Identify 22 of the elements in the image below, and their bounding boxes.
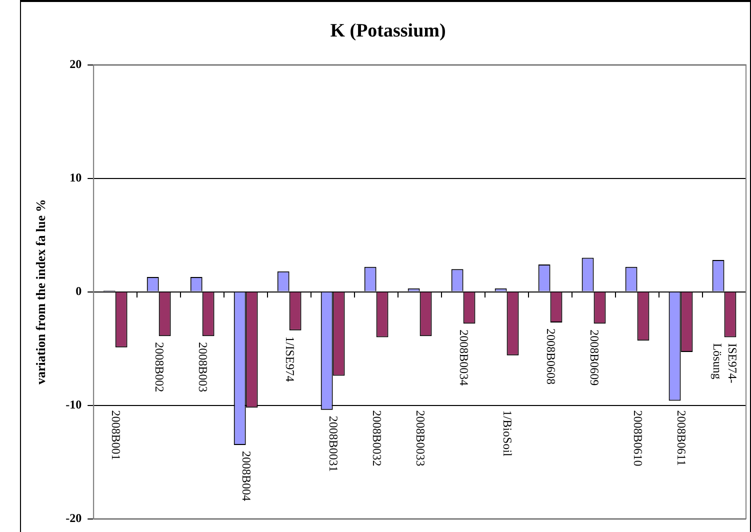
x-tick-label: 2008B0609 xyxy=(588,330,602,386)
x-tick-label: 2008B003 xyxy=(196,342,210,392)
x-tick-label: 2008B001 xyxy=(109,410,124,460)
y-tick-label: -10 xyxy=(66,397,82,412)
x-tick-label: 2008B002 xyxy=(152,342,167,392)
y-axis-title: variation from the index fa lue % xyxy=(33,199,48,384)
x-tick-label: 2008B0034 xyxy=(457,330,472,386)
y-tick-label: -20 xyxy=(66,510,82,525)
x-tick-label: 2008B0610 xyxy=(631,410,646,466)
x-tick-label: 2008B0608 xyxy=(544,328,558,384)
y-tick-label: 10 xyxy=(70,170,82,184)
x-tick-label: 1/ISE974 xyxy=(283,336,298,382)
x-tick-label: 1/BioSoil xyxy=(500,410,515,457)
y-tick-label: 0 xyxy=(76,284,82,298)
x-tick-label: 2008B0033 xyxy=(414,410,428,466)
chart-title: K (Potassium) xyxy=(330,20,446,42)
x-tick-label: 2008B0032 xyxy=(370,410,384,466)
x-tick-label: ISE974-Lösung xyxy=(710,343,740,384)
x-tick-label: 2008B0611 xyxy=(674,410,689,466)
x-tick-label: 2008B0031 xyxy=(326,416,341,472)
x-tick-label: 2008B004 xyxy=(240,451,254,502)
y-tick-label: 20 xyxy=(70,56,82,71)
